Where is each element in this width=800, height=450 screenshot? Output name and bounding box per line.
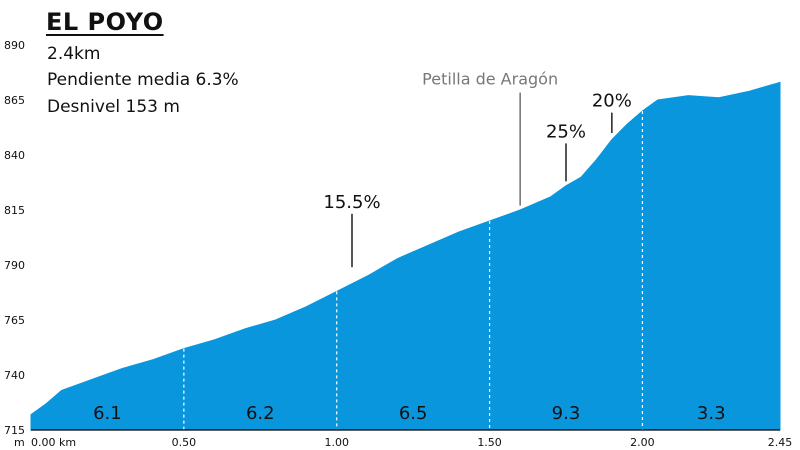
y-tick-label: 815 [4, 204, 25, 217]
x-tick-label: 2.45 [768, 436, 793, 449]
x-tick-label: 0.50 [172, 436, 197, 449]
x-tick-label: 1.50 [477, 436, 502, 449]
x-tick-label: 2.00 [630, 436, 655, 449]
distance-label: 2.4km [47, 44, 101, 64]
y-tick-label: 890 [4, 39, 25, 52]
x-unit-label: m [14, 436, 25, 449]
peak-gradient-label: 25% [546, 121, 586, 142]
elevation-area [30, 81, 781, 431]
y-tick-label: 865 [4, 94, 25, 107]
y-tick-label: 740 [4, 369, 25, 382]
chart-title: EL POYO [46, 8, 164, 36]
place-label: Petilla de Aragón [422, 70, 558, 89]
y-tick-label: 715 [4, 424, 25, 437]
segment-gradient-label: 6.2 [246, 403, 275, 424]
y-tick-label: 765 [4, 314, 25, 327]
x-tick-label: 1.00 [324, 436, 349, 449]
peak-gradient-label: 20% [592, 91, 632, 112]
segment-gradient-label: 6.1 [93, 403, 122, 424]
peak-gradient-label: 15.5% [323, 192, 380, 213]
segment-gradient-label: 6.5 [399, 403, 428, 424]
avg-gradient-label: Pendiente media 6.3% [47, 70, 239, 90]
y-tick-label: 790 [4, 259, 25, 272]
segment-gradient-label: 3.3 [697, 403, 726, 424]
y-tick-label: 840 [4, 149, 25, 162]
x-tick-label: 0.00 km [31, 436, 76, 449]
segment-gradient-label: 9.3 [552, 403, 581, 424]
elevation-gain-label: Desnivel 153 m [47, 97, 180, 117]
